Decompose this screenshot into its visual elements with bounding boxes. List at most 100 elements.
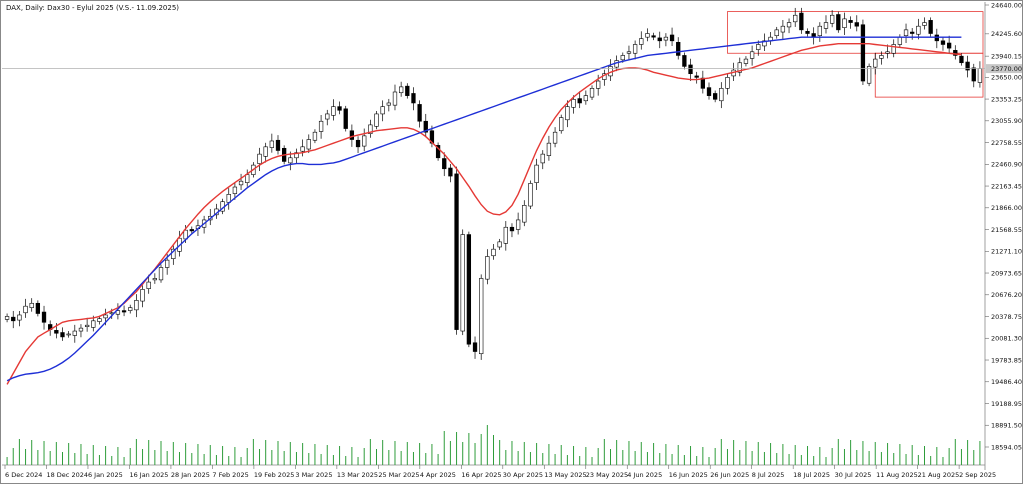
candle-body (565, 106, 570, 121)
y-tick-label: 19486.40 (991, 378, 1022, 386)
candle-body (4, 316, 10, 320)
candle-body (435, 145, 441, 159)
candle-body (294, 152, 299, 159)
y-tick-label: 20378.75 (991, 313, 1022, 321)
candle-body (903, 29, 909, 37)
y-tick-label: 22163.45 (991, 182, 1022, 190)
candle-body (423, 120, 428, 133)
x-tick-label: 21 Aug 2025 (918, 471, 960, 479)
y-tick-label: 23940.15 (991, 52, 1022, 60)
candle-body (60, 332, 65, 338)
x-tick-label: 19 Feb 2025 (254, 471, 294, 479)
candle-body (140, 289, 145, 302)
candle-body (165, 259, 170, 268)
candle-body (694, 75, 699, 78)
candle-body (830, 14, 835, 24)
y-tick-label: 24245.60 (991, 30, 1022, 38)
candle-body (380, 106, 385, 115)
y-tick-label: 19188.95 (991, 400, 1022, 408)
candle-body (774, 29, 779, 37)
candle-body (288, 157, 293, 164)
candle-body (854, 22, 859, 27)
candle-body (331, 106, 336, 116)
x-tick-label: 28 Jan 2025 (171, 471, 210, 479)
candle-body (29, 302, 34, 308)
candle-body (343, 108, 348, 129)
candle-body (552, 131, 558, 144)
candle-body (115, 310, 121, 315)
x-tick-label: 13 Mar 2025 (337, 471, 378, 479)
candle-body (596, 80, 601, 89)
candle-body (158, 267, 164, 281)
candle-body (491, 248, 496, 257)
candle-body (189, 229, 194, 232)
x-tick-label: 6 Dec 2024 (5, 471, 42, 479)
candle-body (306, 139, 311, 150)
moving-averages (6, 36, 962, 385)
y-tick-label: 23055.90 (991, 117, 1022, 125)
candle-body (540, 153, 545, 164)
candle-body (632, 44, 638, 54)
candle-body (688, 64, 693, 75)
candle-body (349, 130, 355, 140)
x-tick-label: 16 Jan 2025 (129, 471, 168, 479)
candle-body (368, 124, 373, 134)
candle-body (534, 164, 539, 183)
candle-body (417, 104, 422, 122)
candle-body (509, 226, 515, 232)
candle-body (35, 302, 41, 314)
candle-body (953, 50, 958, 56)
y-tick-label: 20973.65 (991, 269, 1022, 277)
candle-body (546, 142, 552, 156)
candle-body (959, 55, 964, 64)
candle-body (916, 25, 921, 35)
candle-body (11, 316, 16, 322)
candle-body (466, 234, 472, 345)
candle-body (817, 25, 822, 37)
candle-body (405, 85, 410, 96)
y-tick-label: 20081.30 (991, 335, 1022, 343)
candle-body (860, 24, 866, 82)
candle-body (737, 62, 742, 73)
candle-body (121, 310, 127, 313)
candle-body (72, 330, 77, 336)
candle-body (152, 278, 157, 281)
y-tick-label: 20676.20 (991, 291, 1022, 299)
y-tick-label: 23353.25 (991, 95, 1022, 103)
candle-body (374, 113, 379, 127)
candle-body (891, 44, 896, 54)
candle-body (245, 174, 250, 183)
candle-body (300, 146, 305, 152)
candle-body (362, 135, 367, 147)
candle-body (946, 42, 952, 49)
candle-body (620, 55, 625, 61)
candle-body (232, 186, 238, 194)
candle-body (275, 139, 281, 151)
x-tick-label: 18 Jul 2025 (793, 471, 830, 479)
x-tick-label: 2 Sep 2025 (959, 471, 996, 479)
candle-body (706, 87, 712, 96)
candle-body (657, 37, 662, 42)
candle-body (263, 146, 268, 157)
candle-body (54, 330, 59, 334)
current-price: 23770.00 (2, 64, 1022, 74)
candle-body (583, 95, 589, 102)
x-tick-label: 13 May 2025 (544, 471, 586, 479)
candle-body (23, 305, 28, 314)
candle-body (725, 77, 730, 89)
candle-body (134, 300, 139, 311)
candle-body (626, 51, 632, 54)
candle-body (41, 311, 47, 323)
y-tick-label: 18891.50 (991, 422, 1022, 430)
candle-body (411, 93, 416, 104)
candle-body (977, 68, 983, 83)
candle-body (91, 320, 96, 328)
candle-body (749, 51, 755, 59)
candle-body (386, 102, 391, 106)
candle-body (522, 205, 527, 223)
price-axis: 24640.00 24245.60 23940.15 23650.00 23353.25… (985, 1, 1022, 451)
y-tick-label: 23650.00 (991, 74, 1022, 82)
candle-body (398, 86, 404, 94)
y-tick-label: 21568.55 (991, 226, 1022, 234)
candle-body (515, 219, 521, 230)
